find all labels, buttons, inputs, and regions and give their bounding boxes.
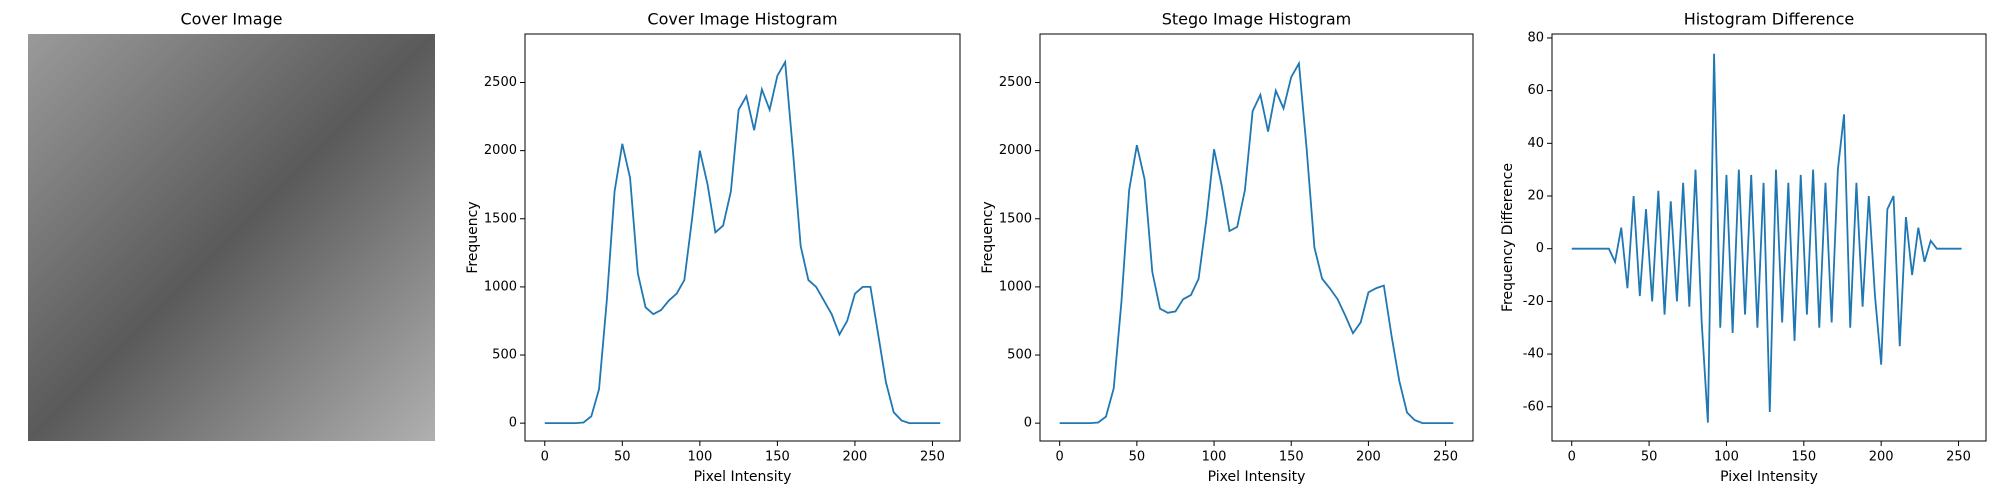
line [1059, 60, 1454, 425]
y-tick-label: 60 [1527, 83, 1544, 98]
y-tick-label: 1500 [999, 211, 1032, 226]
x-axis-label: Pixel Intensity [1720, 469, 1818, 485]
y-tick-label: 500 [1007, 348, 1032, 363]
y-tick-label: 2500 [484, 75, 517, 90]
y-tick-label: 20 [1527, 189, 1544, 204]
x-tick-label: 100 [1202, 450, 1227, 465]
axes-frame [524, 33, 961, 442]
y-tick-label: 80 [1527, 30, 1544, 45]
y-tick-label: -20 [1523, 294, 1544, 309]
y-axis-label: Frequency [465, 201, 481, 273]
axes-frame [1551, 33, 1987, 442]
x-tick-label: 50 [1641, 450, 1658, 465]
x-axis-label: Pixel Intensity [1208, 469, 1306, 485]
y-tick-label: 0 [1024, 416, 1032, 431]
y-tick-label: 2000 [999, 143, 1032, 158]
y-tick-label: 40 [1527, 136, 1544, 151]
y-tick-label: 0 [1536, 241, 1544, 256]
x-tick-label: 200 [843, 450, 868, 465]
x-tick-label: 50 [1129, 450, 1146, 465]
panel-title: Histogram Difference [1684, 10, 1855, 29]
line [1571, 53, 1962, 423]
axes-frame [1039, 33, 1474, 442]
panel-title: Stego Image Histogram [1162, 10, 1352, 29]
panel-title: Cover Image [180, 10, 282, 29]
y-tick-label: 0 [509, 416, 517, 431]
y-tick-label: -40 [1523, 347, 1544, 362]
y-tick-label: 500 [492, 348, 517, 363]
y-tick-label: -60 [1523, 399, 1544, 414]
y-tick-label: 1000 [484, 279, 517, 294]
x-tick-label: 250 [1433, 450, 1458, 465]
x-tick-label: 0 [1568, 450, 1576, 465]
x-tick-label: 0 [541, 450, 549, 465]
y-axis-label: Frequency [980, 201, 996, 273]
cover-image [28, 34, 435, 441]
x-tick-label: 150 [765, 450, 790, 465]
y-tick-label: 2500 [999, 75, 1032, 90]
x-tick-label: 250 [920, 450, 945, 465]
y-tick-label: 1500 [484, 211, 517, 226]
panel-title: Cover Image Histogram [647, 10, 837, 29]
x-tick-label: 200 [1869, 450, 1894, 465]
x-axis-label: Pixel Intensity [694, 469, 792, 485]
x-tick-label: 250 [1946, 450, 1971, 465]
x-tick-label: 200 [1356, 450, 1381, 465]
x-tick-label: 150 [1791, 450, 1816, 465]
x-tick-label: 100 [1714, 450, 1739, 465]
line [544, 59, 941, 425]
x-tick-label: 100 [687, 450, 712, 465]
y-axis-label: Frequency Difference [1500, 163, 1516, 312]
x-tick-label: 50 [614, 450, 631, 465]
x-tick-label: 150 [1279, 450, 1304, 465]
y-tick-label: 1000 [999, 279, 1032, 294]
x-tick-label: 0 [1056, 450, 1064, 465]
y-tick-label: 2000 [484, 143, 517, 158]
